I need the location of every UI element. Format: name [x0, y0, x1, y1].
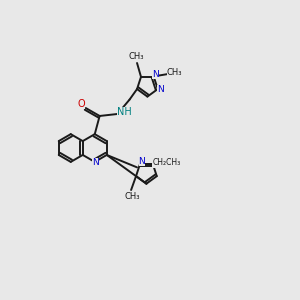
Text: N: N: [92, 158, 99, 167]
Text: CH₃: CH₃: [128, 52, 144, 61]
Text: NH: NH: [117, 107, 132, 117]
Text: N: N: [158, 85, 164, 94]
Text: CH₂CH₃: CH₂CH₃: [153, 158, 181, 167]
Text: O: O: [77, 99, 85, 109]
Text: CH₃: CH₃: [124, 193, 140, 202]
Text: N: N: [152, 70, 159, 80]
Text: N: N: [152, 160, 159, 169]
Text: N: N: [139, 158, 145, 166]
Text: CH₃: CH₃: [167, 68, 182, 77]
